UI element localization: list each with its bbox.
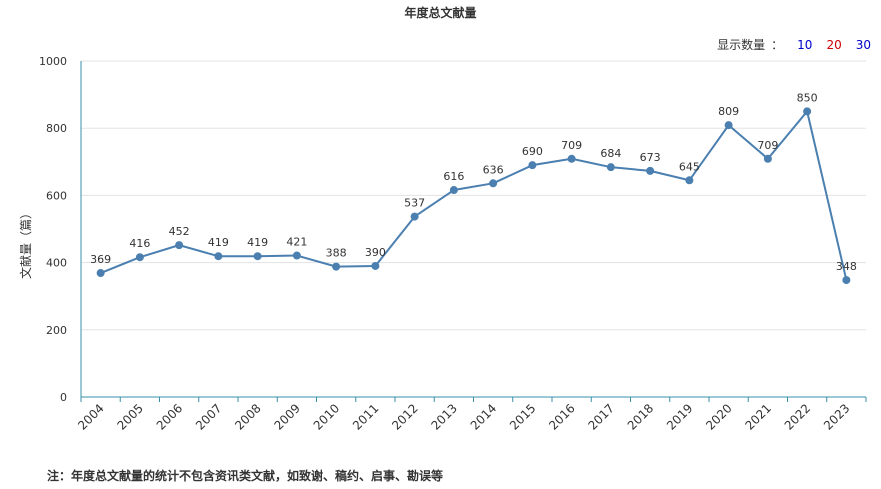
- x-tick-label: 2013: [428, 401, 459, 432]
- grid-lines: [81, 60, 866, 331]
- y-tick-label: 1000: [39, 55, 67, 68]
- display-count-option-10[interactable]: 10: [797, 37, 813, 52]
- data-point: [803, 107, 812, 116]
- x-tick-label: 2008: [232, 401, 263, 432]
- y-tick-label: 600: [46, 189, 67, 202]
- data-label: 709: [757, 139, 778, 152]
- data-point: [371, 261, 380, 270]
- axes: [80, 61, 867, 402]
- data-point: [135, 253, 144, 262]
- data-point: [96, 269, 105, 278]
- data-label: 452: [169, 225, 190, 238]
- x-tick-label: 2004: [75, 401, 106, 432]
- data-label: 684: [600, 147, 621, 160]
- x-tick-label: 2007: [193, 401, 224, 432]
- data-point: [528, 161, 537, 170]
- y-tick-label: 800: [46, 122, 67, 135]
- display-count-selector: 显示数量 ： 10 20 30: [717, 36, 871, 53]
- x-tick-label: 2005: [114, 401, 145, 432]
- x-tick-labels: 2004 2005 2006 2007 2008 2009 2010 2011 2012 2013…: [75, 401, 852, 432]
- x-tick-label: 2023: [821, 401, 852, 432]
- x-tick-label: 2016: [546, 401, 577, 432]
- x-tick-label: 2022: [782, 401, 813, 432]
- data-label: 636: [483, 163, 504, 176]
- x-tick-label: 2014: [468, 401, 499, 432]
- display-count-option-20[interactable]: 20: [826, 37, 842, 52]
- data-point: [724, 121, 733, 130]
- data-label: 416: [129, 237, 150, 250]
- y-axis-label: 文献量（篇）: [18, 207, 33, 279]
- chart-title: 年度总文献量: [404, 6, 477, 20]
- data-point: [449, 186, 458, 195]
- data-label: 537: [404, 197, 425, 210]
- data-label: 709: [561, 139, 582, 152]
- x-tick-label: 2012: [389, 401, 420, 432]
- data-point: [175, 241, 184, 250]
- data-label: 850: [797, 91, 818, 104]
- x-tick-label: 2020: [703, 401, 734, 432]
- display-count-option-30[interactable]: 30: [855, 37, 871, 52]
- data-label: 809: [718, 105, 739, 118]
- data-point: [410, 212, 419, 221]
- data-label: 616: [443, 170, 464, 183]
- y-tick-label: 0: [60, 391, 67, 404]
- display-count-separator: ：: [771, 38, 784, 52]
- data-labels: 369 416 452 419 419 421 388 390 537 616 636 690 709 6…: [90, 91, 857, 273]
- data-label: 369: [90, 253, 111, 266]
- data-point: [842, 276, 851, 285]
- footnote: 注：年度总文献量的统计不包含资讯类文献，如致谢、稿约、启事、勘误等: [47, 469, 444, 483]
- display-count-label: 显示数量: [717, 38, 766, 52]
- data-label: 690: [522, 145, 543, 158]
- x-tick-label: 2021: [742, 401, 773, 432]
- data-point: [332, 262, 341, 271]
- x-tick-label: 2010: [311, 401, 342, 432]
- series-line: [100, 110, 848, 281]
- x-tick-label: 2018: [625, 401, 656, 432]
- x-tick-label: 2017: [585, 401, 616, 432]
- x-tick-label: 2011: [350, 401, 381, 432]
- data-label: 419: [208, 236, 229, 249]
- data-point: [685, 176, 694, 185]
- data-label: 388: [326, 247, 347, 260]
- data-label: 390: [365, 246, 386, 259]
- series-line-path: [100, 110, 848, 281]
- data-label: 348: [836, 260, 857, 273]
- y-tick-labels: 0 200 400 600 800 1000: [39, 55, 67, 404]
- data-point: [567, 154, 576, 163]
- data-point: [253, 252, 262, 261]
- data-label: 421: [286, 236, 307, 249]
- data-point: [606, 163, 615, 172]
- x-tick-label: 2019: [664, 401, 695, 432]
- data-point: [763, 154, 772, 163]
- data-point: [214, 252, 223, 261]
- x-tick-label: 2006: [154, 401, 185, 432]
- data-points: [96, 107, 851, 285]
- data-label: 673: [640, 151, 661, 164]
- data-label: 419: [247, 236, 268, 249]
- data-point: [489, 179, 498, 188]
- x-tick-label: 2015: [507, 401, 538, 432]
- data-point: [646, 166, 655, 175]
- x-tick-label: 2009: [271, 401, 302, 432]
- data-point: [292, 251, 301, 260]
- data-label: 645: [679, 160, 700, 173]
- y-tick-label: 200: [46, 324, 67, 337]
- y-tick-label: 400: [46, 257, 67, 270]
